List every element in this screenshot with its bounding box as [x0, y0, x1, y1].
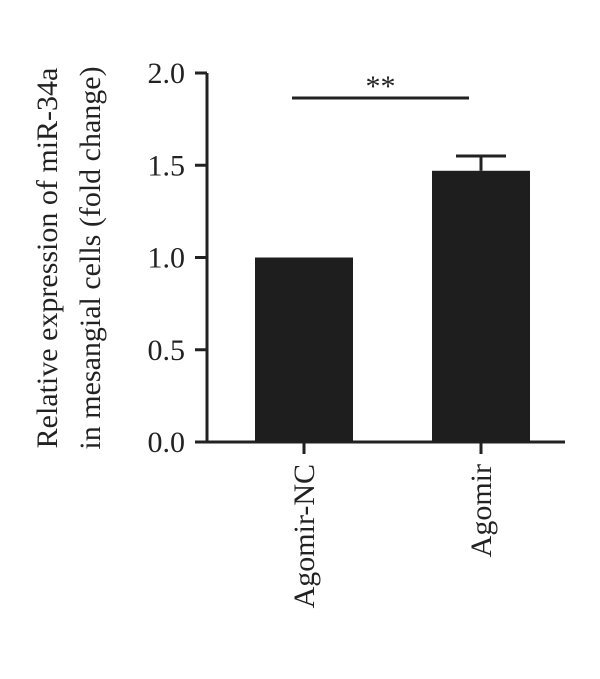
significance-label: ** — [366, 70, 396, 103]
bar — [255, 257, 353, 442]
y-tick-label: 0.0 — [148, 426, 186, 459]
x-tick-label: Agomir-NC — [288, 464, 321, 608]
y-tick-label: 1.5 — [148, 149, 186, 182]
y-axis-title: Relative expression of miR-34a in mesang… — [31, 66, 107, 449]
y-axis-title-line-1: Relative expression of miR-34a — [31, 68, 64, 449]
y-tick-label: 2.0 — [148, 57, 186, 90]
y-tick-label: 0.5 — [148, 334, 186, 367]
x-tick-label: Agomir — [465, 464, 498, 557]
y-tick-label: 1.0 — [148, 242, 186, 275]
plot-area: 0.0 0.5 1.0 1.5 2.0 Agomir-NC Agomir ** — [148, 57, 565, 608]
bar — [432, 170, 530, 442]
y-axis-title-line-2: in mesangial cells (fold change) — [74, 66, 107, 449]
